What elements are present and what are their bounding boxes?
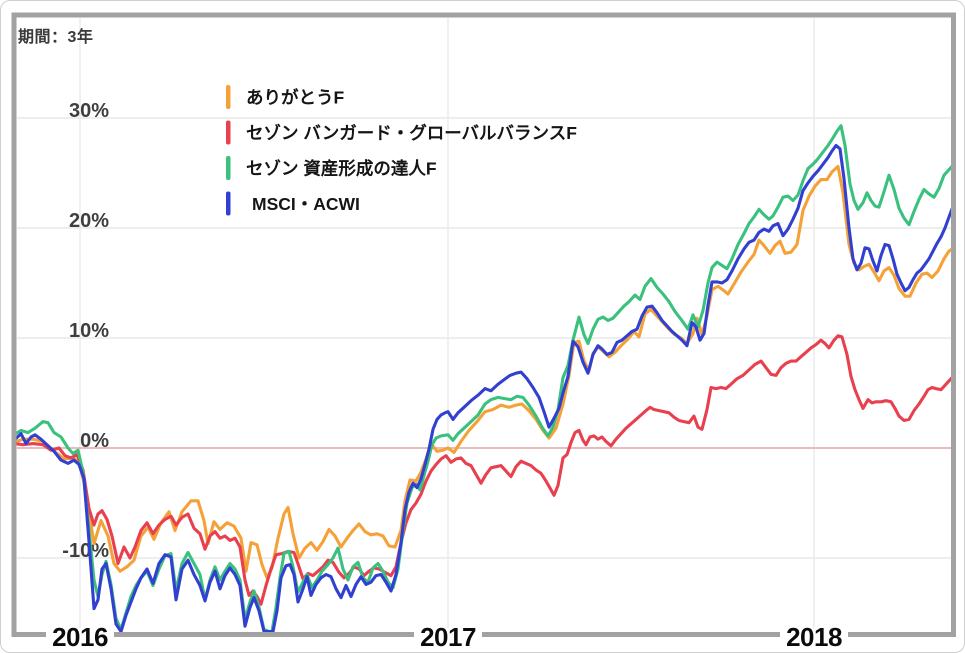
legend-marker-saison-shisan-keisei-tatsujin-f bbox=[226, 156, 231, 180]
legend-marker-msci-acwi bbox=[226, 191, 231, 216]
legend-item-saison-shisan-keisei-tatsujin-f: セゾン 資産形成の達人F bbox=[226, 156, 437, 180]
legend-label-saison-vanguard-global-balance-f: セゾン バンガード・グローバルバランスF bbox=[246, 123, 577, 143]
legend-item-saison-vanguard-global-balance-f: セゾン バンガード・グローバルバランスF bbox=[226, 120, 577, 145]
x-axis-year-label: 2017 bbox=[420, 622, 476, 652]
chart-period-title: 期間：3年 bbox=[18, 29, 94, 46]
x-label-gap bbox=[414, 628, 482, 640]
legend-label-msci-acwi: MSCI・ACWI bbox=[252, 194, 360, 214]
x-axis-year-label: 2016 bbox=[52, 622, 108, 652]
y-axis-label: 30% bbox=[69, 100, 109, 122]
y-axis-label: 0% bbox=[80, 430, 109, 452]
series-line-msci-acwi bbox=[12, 143, 956, 634]
x-label-gap bbox=[780, 628, 848, 640]
y-axis-label: 20% bbox=[69, 210, 109, 232]
y-axis-label: -10% bbox=[62, 540, 109, 562]
series-line-saison-shisan-keisei-tatsujin-f bbox=[12, 124, 956, 634]
legend-marker-saison-vanguard-global-balance-f bbox=[226, 120, 231, 145]
legend-item-arigatou-f: ありがとうF bbox=[226, 85, 344, 109]
y-axis-label: 10% bbox=[69, 320, 109, 342]
legend-label-arigatou-f: ありがとうF bbox=[246, 88, 344, 108]
series-line-saison-vanguard-global-balance-f bbox=[12, 334, 956, 606]
x-axis-year-label: 2018 bbox=[786, 622, 842, 652]
legend-label-saison-shisan-keisei-tatsujin-f: セゾン 資産形成の達人F bbox=[246, 159, 437, 179]
legend-item-msci-acwi: MSCI・ACWI bbox=[226, 191, 360, 216]
plot-frame bbox=[11, 12, 956, 637]
x-label-gap bbox=[46, 628, 114, 640]
legend-marker-arigatou-f bbox=[226, 85, 231, 109]
